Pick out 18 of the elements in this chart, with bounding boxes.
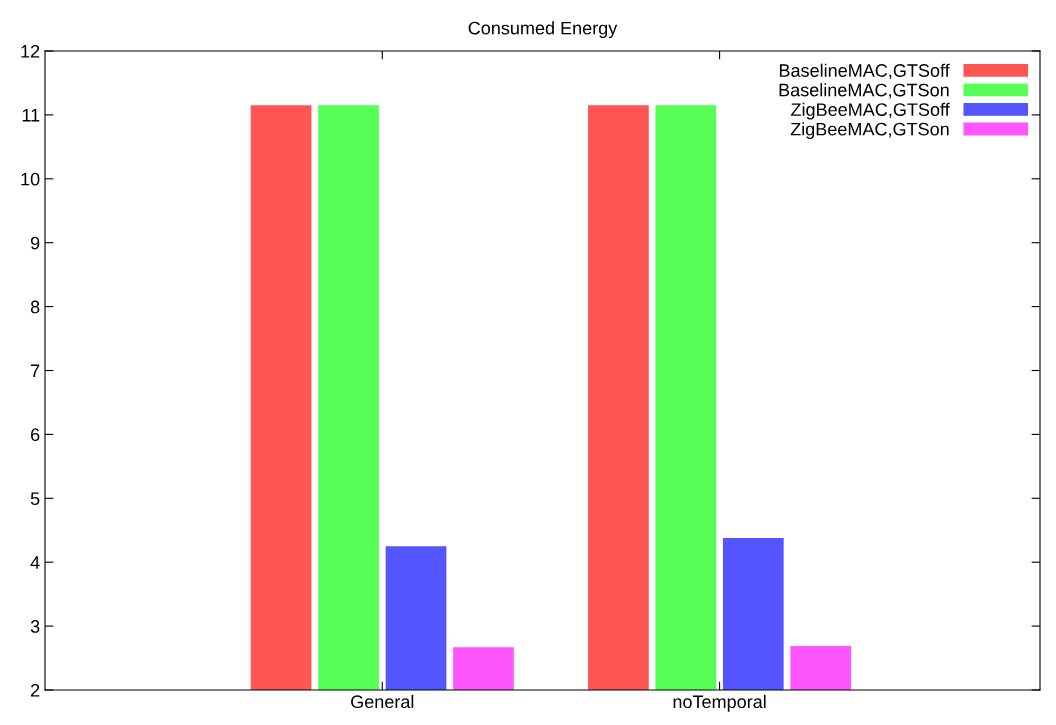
x-tick-label: General <box>351 694 414 709</box>
x-tick-label: noTemporal <box>673 694 766 712</box>
y-tick-label: 4 <box>30 556 40 569</box>
chart-title: Consumed Energy <box>468 21 618 39</box>
y-tick-label: 6 <box>31 428 40 442</box>
y-tick-label: 8 <box>30 300 40 314</box>
legend-label: BaselineMAC,GTSoff <box>779 63 950 80</box>
y-tick-label: 5 <box>30 492 40 506</box>
legend-label: BaselineMAC,GTSon <box>779 83 949 99</box>
y-tick-label: 7 <box>31 364 40 378</box>
y-tick-label: 9 <box>30 236 40 250</box>
y-tick-label: 3 <box>30 620 40 633</box>
y-tick-label: 11 <box>22 109 40 122</box>
y-tick-label: 2 <box>31 683 40 697</box>
y-tick-label: 12 <box>21 44 40 58</box>
legend-label: ZigBeeMAC,GTSoff <box>791 102 950 120</box>
legend-label: ZigBeeMAC,GTSon <box>790 122 949 140</box>
y-tick-label: 10 <box>21 172 40 186</box>
